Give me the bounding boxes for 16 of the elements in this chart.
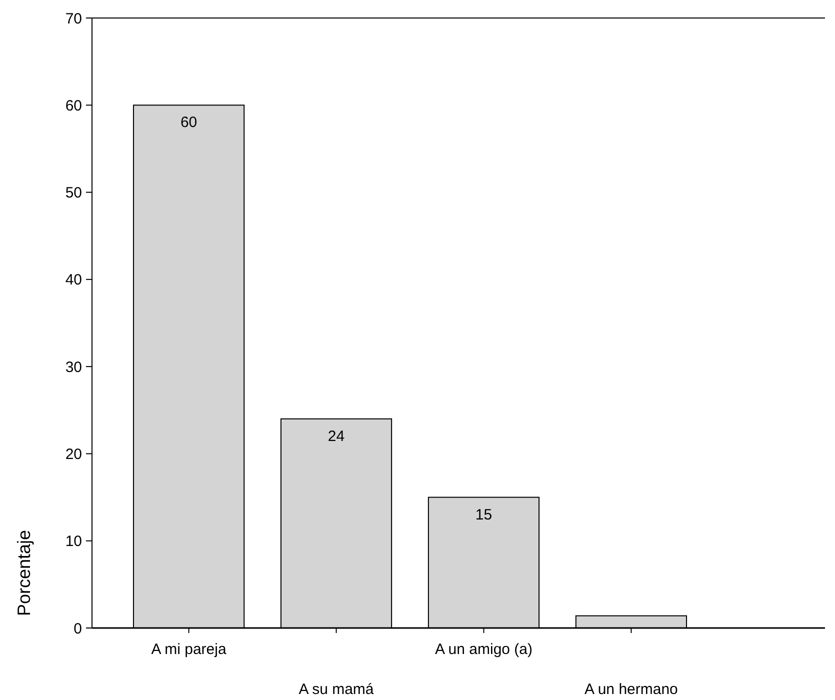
y-tick-label: 50 [65,184,82,202]
data-label: 15 [475,506,492,524]
x-tick-label: A un amigo (a) [434,641,533,658]
x-tick-label: A su mamá [298,681,374,698]
y-tick-label: 20 [65,446,82,463]
y-tick-label: 70 [65,10,82,28]
y-tick-label: 40 [65,272,82,289]
y-axis-title: Porcentaje [14,530,34,616]
y-tick-label: 60 [65,97,82,114]
data-label: 24 [328,428,345,445]
y-tick-label: 10 [65,533,82,550]
x-tick-label: A un hermano [584,681,678,698]
y-tick-label: 30 [65,358,82,376]
y-tick-label: 0 [74,620,82,638]
data-label: 60 [180,114,198,132]
x-tick-label: A mi pareja [151,641,227,658]
